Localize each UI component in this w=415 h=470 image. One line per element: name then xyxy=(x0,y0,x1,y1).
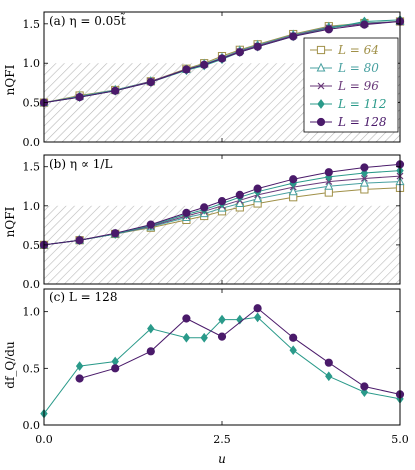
panel-a-ytick-label: 1.5 xyxy=(23,18,41,31)
panel-a-series-4-point xyxy=(289,32,298,41)
x-tick-label-1: 2.5 xyxy=(213,433,231,446)
panel-c-series-1-point xyxy=(111,364,120,373)
panel-a-ytick-label: 0.0 xyxy=(23,136,41,149)
panel-c: 0.0 0.5 1.0 (c) L = 128 df_Q/du xyxy=(3,288,405,432)
panel-a-series-4-point xyxy=(182,65,191,74)
legend-marker xyxy=(317,82,325,90)
panel-b-series-1-point xyxy=(253,193,263,203)
legend-label: L = 96 xyxy=(337,79,379,93)
panel-c-series-1-point xyxy=(324,358,333,367)
panel-c-series-1-point xyxy=(146,347,155,356)
panel-c-series-0-point xyxy=(147,323,155,334)
legend-marker xyxy=(316,45,326,55)
panel-a: 0.00.51.01.5 (a) η = 0.05t̃ nQFI L = 64L… xyxy=(3,11,405,149)
x-tick-label-2: 5.0 xyxy=(391,433,409,446)
panel-a-ylabel: nQFI xyxy=(3,64,17,95)
panel-c-series-0-point xyxy=(289,345,297,356)
panel-a-ytick-label: 1.0 xyxy=(23,57,41,70)
panel-a-series-4-point xyxy=(146,78,155,87)
panel-b-series-4-point xyxy=(289,175,298,184)
panel-a-series-4-point xyxy=(324,25,333,34)
panel-c-ytick-label: 0.5 xyxy=(23,362,41,375)
panel-c-ylabel: df_Q/du xyxy=(3,341,17,389)
panel-b-series-4-point xyxy=(200,203,209,212)
panel-c-series-1-point xyxy=(75,374,84,383)
panel-c-series-0-line xyxy=(43,316,401,414)
panel-a-series-4-point xyxy=(75,92,84,102)
panel-b-series-1-point xyxy=(324,180,334,190)
panel-c-ytick-label: 1.0 xyxy=(23,306,41,319)
panel-c-series-0-point xyxy=(253,312,262,323)
panel-c-ticks: 0.0 0.5 1.0 xyxy=(23,289,401,432)
panel-a-title: (a) η = 0.05t̃ xyxy=(49,12,126,28)
panel-b-series-4-point xyxy=(235,190,244,199)
panel-a-series-4-point xyxy=(360,20,369,29)
panel-b-hatch xyxy=(44,205,400,284)
panel-b-series-0-point xyxy=(324,188,333,197)
panel-b-series-2-point xyxy=(360,175,368,182)
panel-a-series-4-point xyxy=(200,60,209,69)
panel-c-ytick-label: 0.0 xyxy=(23,419,41,432)
panel-a-series-4-point xyxy=(253,42,262,51)
panel-c-series-0-point xyxy=(182,332,191,343)
panel-b-series-4-point xyxy=(111,229,120,238)
legend-label: L = 128 xyxy=(337,115,387,129)
legend-label: L = 80 xyxy=(337,61,379,75)
panel-c-series-1-point xyxy=(182,314,191,323)
panel-c-series-1-point xyxy=(253,304,262,313)
panel-b-series-4-point xyxy=(324,168,333,177)
panel-b: 0.0 0.5 1.0 1.5 (b) η ∝ 1/L nQFI xyxy=(3,154,405,291)
panel-a-series-4-point xyxy=(235,48,244,57)
panel-c-series-0-point xyxy=(75,361,84,371)
panel-b-series xyxy=(39,160,405,250)
panel-b-series-4-point xyxy=(75,236,84,245)
panel-c-series-0-point xyxy=(218,314,226,325)
panel-c-series-1-point xyxy=(289,333,298,342)
panel-a-legend: L = 64 L = 80 L = 96 L = 112 L = 128 xyxy=(303,37,399,133)
panel-a-ytick-label: 0.5 xyxy=(23,97,41,110)
panel-c-series-1-line xyxy=(79,307,401,395)
panel-c-series-1-point xyxy=(360,382,369,391)
panel-b-ticks: 0.0 0.5 1.0 1.5 xyxy=(23,155,401,291)
panel-c-title: (c) L = 128 xyxy=(49,290,117,304)
legend-marker xyxy=(316,117,326,127)
panel-b-title: (b) η ∝ 1/L xyxy=(49,157,112,171)
panel-a-series-4-point xyxy=(111,86,120,95)
panel-b-ytick-label: 0.0 xyxy=(23,278,41,291)
panel-c-series-0-point xyxy=(325,371,333,382)
panel-c-series-1-point xyxy=(217,332,227,341)
panel-b-ytick-label: 0.5 xyxy=(23,239,41,252)
legend-label: L = 112 xyxy=(337,97,387,111)
panel-b-series-0-point xyxy=(360,185,369,194)
panel-b-ytick-label: 1.5 xyxy=(23,161,41,174)
panel-b-series-4-point xyxy=(146,220,155,229)
panel-a-ticks: 0.0 0.5 1.0 1.5 xyxy=(23,12,401,149)
panel-b-series-4-point xyxy=(360,163,369,172)
x-tick-labels: 0.0 2.5 5.0 xyxy=(35,433,409,446)
panel-c-series-0-point xyxy=(200,332,208,343)
legend-label: L = 64 xyxy=(337,43,379,57)
panel-c-frame xyxy=(43,288,401,426)
panel-b-series-4-point xyxy=(182,208,191,217)
panel-b-ytick-label: 1.0 xyxy=(23,200,41,213)
panel-b-series-1-point xyxy=(288,186,298,196)
x-tick-label-0: 0.0 xyxy=(35,433,53,446)
x-axis-label: u xyxy=(218,452,226,466)
panel-b-series-4-point xyxy=(217,197,227,206)
panel-b-series-4-point xyxy=(253,184,262,193)
panel-c-series xyxy=(40,304,405,419)
panel-b-series-1-point xyxy=(359,177,369,187)
legend-marker xyxy=(317,99,325,109)
panel-b-ylabel: nQFI xyxy=(3,206,17,237)
legend-marker xyxy=(316,62,326,72)
panel-a-series-4-point xyxy=(217,54,227,63)
